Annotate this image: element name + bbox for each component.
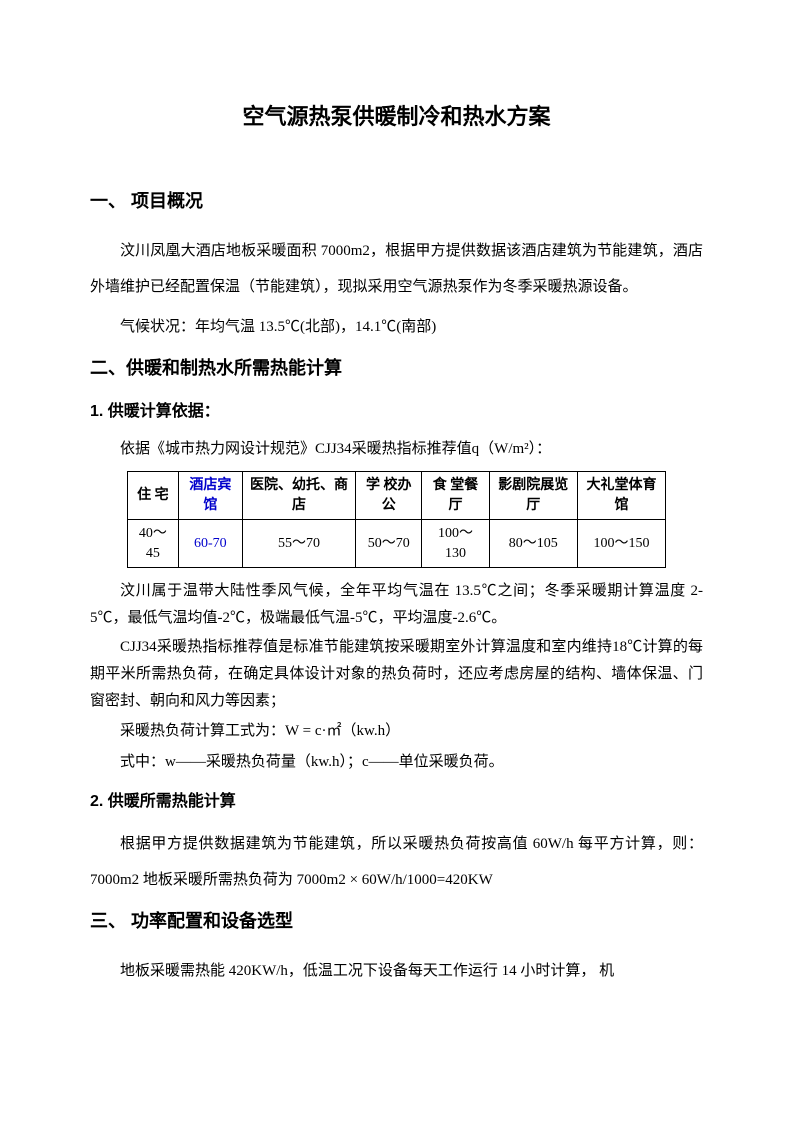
th-canteen: 食 堂餐厅 — [422, 472, 489, 520]
section-2-1-p1: 汶川属于温带大陆性季风气候，全年平均气温在 13.5℃之间；冬季采暖期计算温度 … — [90, 578, 703, 632]
formula-1: 采暖热负荷计算工式为：W = c·㎡（kw.h） — [90, 717, 703, 746]
td-school: 50～70 — [356, 520, 422, 568]
section-2-heading: 二、供暖和制热水所需热能计算 — [90, 355, 703, 382]
section-2-1-p2: CJJ34采暖热指标推荐值是标准节能建筑按采暖期室外计算温度和室内维持18℃计算… — [90, 634, 703, 715]
formula-2: 式中：w——采暖热负荷量（kw.h）；c——单位采暖负荷。 — [90, 748, 703, 777]
td-auditorium: 100～150 — [577, 520, 665, 568]
td-residential: 40～45 — [127, 520, 178, 568]
page-title: 空气源热泵供暖制冷和热水方案 — [90, 100, 703, 133]
th-hotel: 酒店宾馆 — [178, 472, 242, 520]
section-1-p1: 汶川凤凰大酒店地板采暖面积 7000m2，根据甲方提供数据该酒店建筑为节能建筑，… — [90, 233, 703, 305]
table-header-row: 住 宅 酒店宾馆 医院、幼托、商店 学 校办公 食 堂餐厅 影剧院展览厅 大礼堂… — [127, 472, 665, 520]
td-hotel: 60-70 — [178, 520, 242, 568]
section-2-1-heading: 1. 供暖计算依据： — [90, 400, 703, 424]
section-1-heading: 一、 项目概况 — [90, 188, 703, 215]
th-hospital: 医院、幼托、商店 — [242, 472, 355, 520]
section-2-2-heading: 2. 供暖所需热能计算 — [90, 790, 703, 814]
td-hospital: 55～70 — [242, 520, 355, 568]
heating-index-table: 住 宅 酒店宾馆 医院、幼托、商店 学 校办公 食 堂餐厅 影剧院展览厅 大礼堂… — [127, 471, 666, 568]
td-canteen: 100～130 — [422, 520, 489, 568]
section-3-heading: 三、 功率配置和设备选型 — [90, 908, 703, 935]
th-auditorium: 大礼堂体育馆 — [577, 472, 665, 520]
section-3-p1: 地板采暖需热能 420KW/h，低温工况下设备每天工作运行 14 小时计算， 机 — [90, 953, 703, 989]
th-school: 学 校办公 — [356, 472, 422, 520]
section-1-p2: 气候状况：年均气温 13.5℃(北部)，14.1℃(南部) — [90, 309, 703, 345]
th-residential: 住 宅 — [127, 472, 178, 520]
th-theater: 影剧院展览厅 — [489, 472, 577, 520]
td-theater: 80～105 — [489, 520, 577, 568]
section-2-2-p1: 根据甲方提供数据建筑为节能建筑，所以采暖热负荷按高值 60W/h 每平方计算，则… — [90, 826, 703, 898]
table-value-row: 40～45 60-70 55～70 50～70 100～130 80～105 1… — [127, 520, 665, 568]
section-2-1-intro: 依据《城市热力网设计规范》CJJ34采暖热指标推荐值q（W/m²）： — [90, 436, 703, 463]
